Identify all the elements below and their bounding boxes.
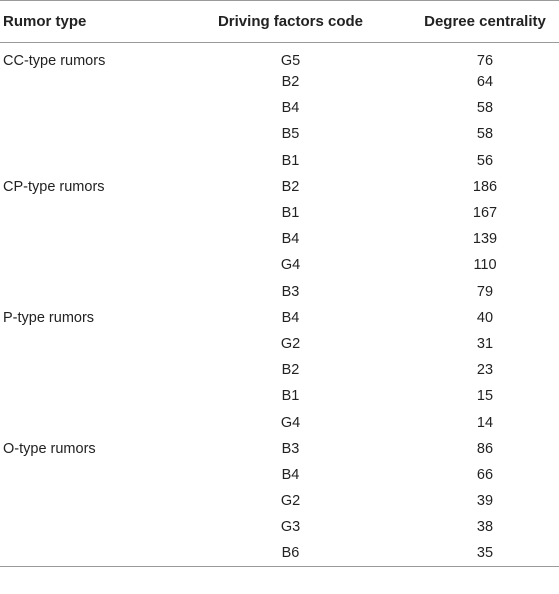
table-row: B1 56	[0, 148, 559, 174]
driving-factor-code-cell: B4	[281, 309, 300, 326]
table-row: CC-type rumors G5 76	[0, 43, 559, 69]
driving-factor-code-cell: B2	[281, 74, 300, 91]
degree-centrality-cell: 39	[476, 493, 494, 510]
degree-centrality-cell: 38	[476, 519, 494, 536]
degree-centrality-cell: 76	[476, 53, 494, 69]
driving-factor-code-cell: G2	[280, 335, 301, 352]
degree-centrality-cell: 139	[472, 231, 498, 248]
degree-centrality-cell: 40	[476, 309, 494, 326]
rumor-type-cell	[0, 462, 188, 488]
degree-centrality-cell: 64	[476, 74, 494, 91]
table-row: B6 35	[0, 540, 559, 568]
rumor-type-cell: P-type rumors	[3, 309, 95, 326]
table-row: G4 110	[0, 252, 559, 278]
rumor-type-cell	[0, 357, 188, 383]
table-row: B5 58	[0, 121, 559, 147]
driving-factor-code-cell: G5	[280, 53, 301, 69]
rumor-type-cell	[0, 95, 188, 121]
degree-centrality-cell: 15	[476, 388, 494, 405]
rumor-type-cell	[0, 121, 188, 147]
degree-centrality-cell: 66	[476, 466, 494, 483]
degree-centrality-cell: 58	[476, 100, 494, 117]
driving-factor-code-cell: G4	[280, 414, 301, 431]
table-row: B1 167	[0, 200, 559, 226]
degree-centrality-cell: 79	[476, 283, 494, 300]
driving-factor-code-cell: B4	[281, 466, 300, 483]
driving-factor-code-cell: B2	[281, 178, 300, 195]
driving-factor-code-cell: B5	[281, 126, 300, 143]
degree-centrality-cell: 110	[473, 257, 497, 274]
rumor-type-cell	[0, 331, 188, 357]
rumor-type-cell: CC-type rumors	[3, 53, 106, 69]
driving-factor-code-cell: G4	[280, 257, 301, 274]
table-body: CC-type rumors G5 76 B2 64 B4 58 B5 58 B1 56 CP-typ…	[0, 43, 559, 568]
table-row: G3 38	[0, 514, 559, 540]
driving-factor-code-cell: B2	[281, 362, 300, 379]
rumor-type-cell	[0, 200, 188, 226]
table-row: G2 31	[0, 331, 559, 357]
rumor-type-cell	[0, 148, 188, 174]
degree-centrality-cell: 167	[472, 205, 498, 222]
header-driving-factors-code: Driving factors code	[188, 0, 393, 43]
table-row: P-type rumors B4 40	[0, 305, 559, 331]
driving-factor-code-cell: B3	[281, 283, 300, 300]
degree-centrality-cell: 86	[476, 440, 494, 457]
degree-centrality-cell: 35	[393, 540, 559, 568]
rumor-type-cell: O-type rumors	[3, 440, 96, 457]
driving-factor-code-cell: B6	[188, 540, 393, 568]
table-row: G2 39	[0, 488, 559, 514]
degree-centrality-cell: 14	[476, 414, 494, 431]
degree-centrality-table: Rumor type Driving factors code Degree c…	[0, 0, 559, 568]
table-header: Rumor type Driving factors code Degree c…	[0, 0, 559, 43]
degree-centrality-cell: 23	[476, 362, 494, 379]
driving-factor-code-cell: B1	[281, 388, 300, 405]
driving-factor-code-cell: B4	[281, 231, 300, 248]
rumor-type-cell	[0, 488, 188, 514]
degree-centrality-cell: 186	[472, 178, 498, 195]
table-row: O-type rumors B3 86	[0, 436, 559, 462]
header-rumor-type: Rumor type	[0, 0, 188, 43]
rumor-type-cell	[0, 69, 188, 95]
driving-factor-code-cell: G3	[280, 519, 301, 536]
driving-factor-code-cell: G2	[280, 493, 301, 510]
rumor-type-cell	[0, 409, 188, 435]
rumor-type-cell: CP-type rumors	[3, 178, 105, 195]
table-row: B2 64	[0, 69, 559, 95]
table-row: CP-type rumors B2 186	[0, 174, 559, 200]
rumor-type-cell	[0, 226, 188, 252]
rumor-type-cell	[0, 252, 188, 278]
header-degree-centrality: Degree centrality	[393, 0, 559, 43]
rumor-type-cell	[0, 514, 188, 540]
degree-centrality-cell: 56	[476, 152, 494, 169]
table-row: B1 15	[0, 383, 559, 409]
degree-centrality-cell: 31	[476, 335, 494, 352]
rumor-type-cell	[0, 540, 188, 568]
driving-factor-code-cell: B4	[281, 100, 300, 117]
table-row: B3 79	[0, 279, 559, 305]
table-row: B4 58	[0, 95, 559, 121]
rumor-type-cell	[0, 383, 188, 409]
table-row: B2 23	[0, 357, 559, 383]
table-row: B4 139	[0, 226, 559, 252]
driving-factor-code-cell: B3	[281, 440, 300, 457]
header-row: Rumor type Driving factors code Degree c…	[0, 0, 559, 43]
degree-centrality-cell: 58	[476, 126, 494, 143]
rumor-type-cell	[0, 279, 188, 305]
table-row: B4 66	[0, 462, 559, 488]
table-row: G4 14	[0, 409, 559, 435]
driving-factor-code-cell: B1	[281, 152, 300, 169]
driving-factor-code-cell: B1	[281, 205, 300, 222]
